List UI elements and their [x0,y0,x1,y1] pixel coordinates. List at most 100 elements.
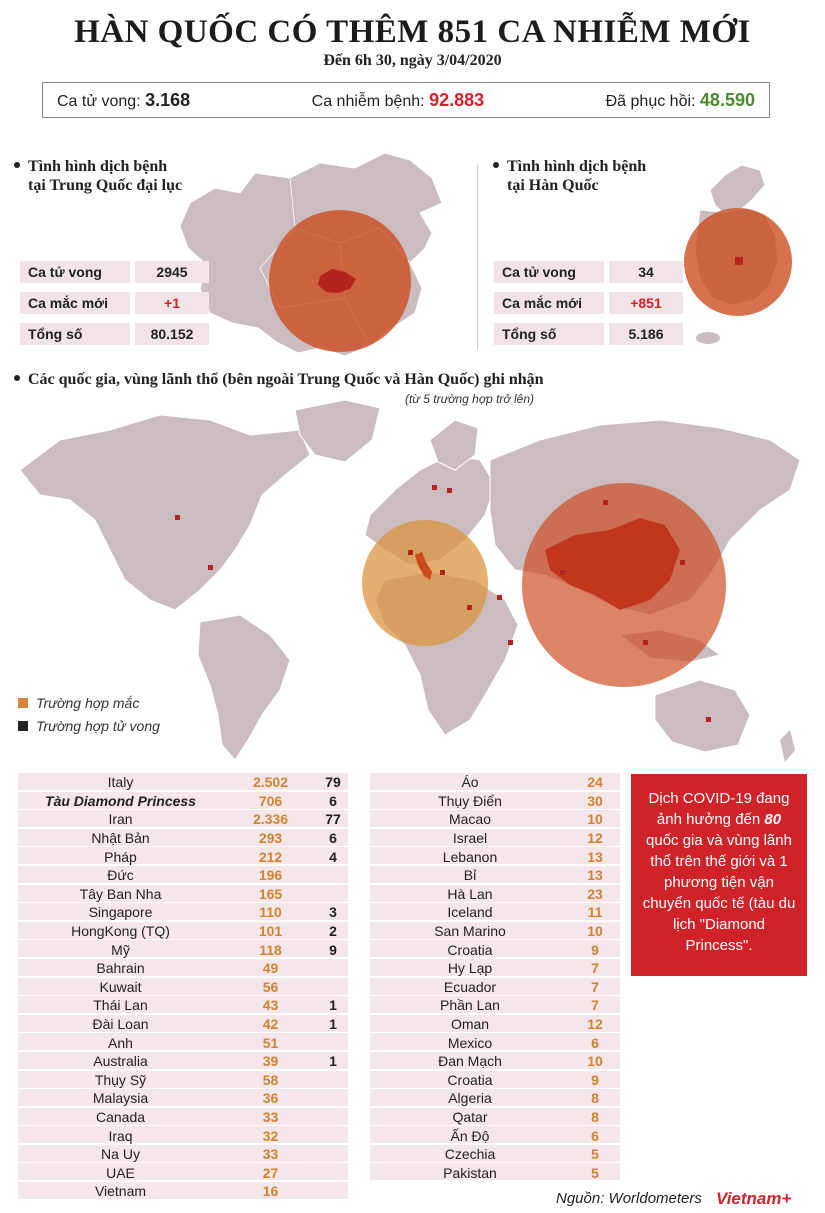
daegu-marker [735,257,743,265]
country-infected: 7 [591,997,599,1014]
row-background [370,940,620,958]
row-background [18,977,348,995]
country-row: Tàu Diamond Princess 706 6 [18,791,348,811]
world-heading-text: Các quốc gia, vùng lãnh thổ (bên ngoài T… [28,371,544,388]
country-deaths: 4 [329,848,337,865]
country-name: Thụy Sỹ [94,1071,147,1088]
page-title: HÀN QUỐC CÓ THÊM 851 CA NHIỄM MỚI [74,14,751,50]
country-infected: 8 [591,1108,599,1125]
country-name: Mỹ [111,941,130,958]
country-row: Italy 2.502 79 [18,773,348,792]
case-marker [560,570,565,575]
country-name: Thụy Điển [438,792,502,809]
europe-case-circle [362,520,488,646]
row-background [18,791,348,809]
row-background [370,1014,620,1032]
country-row: Đức 196 [18,865,348,885]
bullet-icon [14,162,20,169]
country-name: Vietnam [94,1183,147,1200]
country-infected: 196 [258,867,283,884]
country-name: Đài Loan [92,1016,149,1033]
country-name: Canada [95,1108,146,1125]
china-stat-value: 80.152 [135,323,209,345]
country-infected: 706 [258,792,283,809]
china-stat-row: Ca tử vong 2945 [20,261,209,283]
country-name: Hà Lan [447,885,493,902]
country-deaths: 6 [329,830,337,847]
summary-infected-label: Ca nhiễm bệnh: [311,92,425,110]
country-row: Tây Ban Nha 165 [18,884,348,904]
row-background [370,921,620,939]
italy-highlight [415,552,432,580]
row-background [18,847,348,865]
row-background [18,958,348,976]
country-infected: 36 [262,1090,279,1107]
country-row: Australia 39 1 [18,1051,348,1071]
country-name: Ấn Độ [450,1127,490,1144]
case-marker [497,595,502,600]
country-infected: 58 [262,1071,279,1088]
country-name: HongKong (TQ) [71,923,170,940]
callout-text-2: quốc gia và vùng lãnh thổ trên thế giới … [642,832,796,954]
country-row: Croatia 9 [370,1070,770,1090]
north-america-land [19,414,311,611]
legend-cases: Trường hợp mắc [18,695,139,711]
callout-box: Dịch COVID-19 đang ảnh hưởng đến 80 quốc… [631,774,807,976]
china-stat-label: Ca mắc mới [20,292,130,314]
legend-cases-label: Trường hợp mắc [36,695,140,711]
row-background [370,1089,620,1107]
country-row: Thái Lan 43 1 [18,996,348,1015]
country-infected: 10 [587,1053,603,1070]
korea-stat-value: +851 [609,292,683,314]
country-row: Czechia 5 [370,1144,770,1164]
country-name: Lebanon [442,848,498,865]
country-name: Đức [107,867,134,884]
country-row: Bahrain 49 [18,958,348,978]
country-row: Algeria 8 [370,1089,770,1108]
korea-stat-label: Ca tử vong [494,261,604,283]
korea-map [684,164,792,344]
country-name: Iran [108,811,133,828]
country-infected: 12 [587,1016,603,1033]
legend-cases-swatch [18,698,28,708]
row-background [370,1163,620,1181]
row-background [18,940,348,958]
country-infected: 118 [259,941,282,958]
country-row: Iceland 11 [370,903,770,922]
country-infected: 5 [591,1164,599,1181]
country-name: Pháp [104,848,137,865]
country-row: Mỹ 118 9 [18,940,348,959]
country-infected: 5 [591,1146,599,1163]
country-infected: 56 [262,978,279,995]
row-background [18,1014,348,1032]
row-background [370,1051,620,1069]
country-infected: 9 [591,1071,599,1088]
country-name: Tàu Diamond Princess [45,792,196,809]
scandinavia-land [429,419,479,471]
china-highlight [545,518,680,610]
country-name: San Marino [434,923,506,940]
country-name: Croatia [447,1071,493,1088]
country-infected: 12 [587,830,603,847]
country-row: Iraq 32 [18,1126,348,1145]
country-infected: 30 [587,792,603,809]
country-name: Nhật Bản [91,830,150,847]
summary-deaths-value: 3.168 [145,89,191,110]
row-background [370,810,620,828]
korea-stat-label: Ca mắc mới [494,292,604,314]
country-name: Mexico [447,1034,493,1051]
country-infected: 16 [262,1183,279,1200]
china-stat-label: Ca tử vong [20,261,130,283]
section-divider [477,165,478,350]
country-row: Lebanon 13 [370,847,770,866]
case-marker [467,605,472,610]
country-name: Bỉ [463,867,477,884]
country-name: Đan Mạch [438,1053,502,1070]
row-background [370,1070,620,1088]
china-stat-label: Tổng số [20,323,130,345]
country-infected: 7 [591,978,599,995]
country-row: Mexico 6 [370,1033,770,1052]
case-marker [643,640,648,645]
callout-text-1: Dịch COVID-19 đang ảnh hưởng đến [648,790,790,828]
row-background [370,773,620,790]
